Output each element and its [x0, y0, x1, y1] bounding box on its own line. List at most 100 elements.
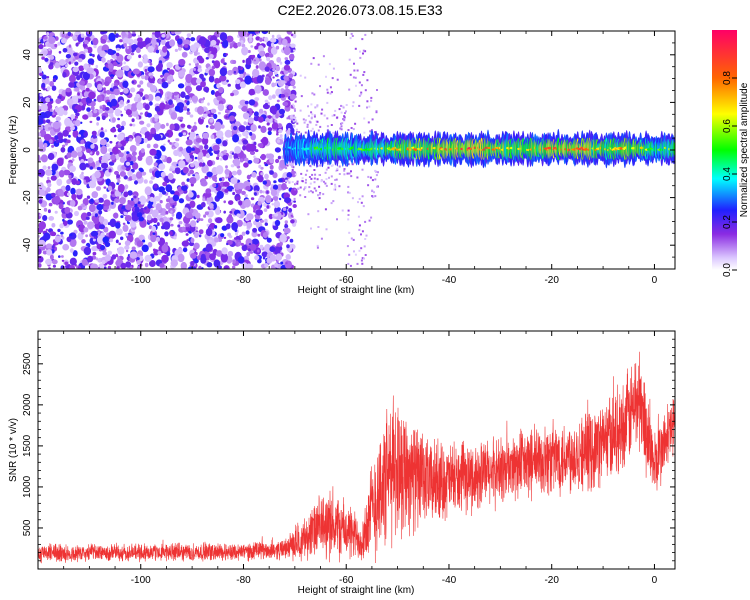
heatmap-cell [134, 206, 140, 213]
heatmap-cell [296, 122, 299, 125]
heatmap-cell [215, 250, 223, 257]
heatmap-cell [279, 246, 283, 251]
heatmap-cell [146, 143, 151, 149]
heatmap-cell [210, 134, 215, 139]
heatmap-cell [317, 138, 320, 141]
heatmap-cell [119, 99, 124, 105]
heatmap-cell [315, 123, 318, 126]
heatmap-cell [354, 253, 357, 256]
y-tick-label: -40 [22, 238, 33, 253]
heatmap-cell [233, 153, 239, 160]
heatmap-cell [76, 180, 80, 185]
heatmap-cell [364, 50, 367, 53]
heatmap-cell [38, 132, 41, 137]
heatmap-cell [328, 63, 331, 66]
heatmap-cell [131, 246, 136, 251]
heatmap-cell [45, 258, 53, 265]
heatmap-cell [62, 144, 66, 148]
heatmap-cell [357, 201, 359, 204]
heatmap-cell [57, 228, 61, 233]
heatmap-cell [213, 113, 218, 119]
heatmap-cell [286, 172, 293, 178]
heatmap-cell [286, 117, 289, 120]
heatmap-cell [213, 121, 222, 131]
heatmap-cell [291, 165, 294, 168]
heatmap-cell [296, 182, 299, 185]
heatmap-cell [43, 207, 48, 212]
heatmap-cell [361, 262, 364, 265]
heatmap-cell [106, 101, 111, 106]
heatmap-cell [171, 213, 175, 217]
heatmap-cell [120, 146, 125, 151]
heatmap-cell [74, 119, 81, 127]
heatmap-cell [107, 62, 114, 69]
heatmap-cell [144, 68, 148, 73]
heatmap-cell [224, 168, 230, 175]
heatmap-cell [62, 129, 69, 137]
heatmap-cell [116, 47, 121, 52]
heatmap-cell [289, 93, 296, 100]
heatmap-cell [205, 125, 209, 128]
heatmap-cell [101, 162, 109, 169]
heatmap-cell [272, 76, 275, 79]
heatmap-cell [42, 215, 48, 221]
heatmap-cell [110, 98, 118, 107]
heatmap-cell [206, 201, 211, 205]
heatmap-cell [292, 204, 297, 208]
heatmap-cell [191, 147, 195, 151]
heatmap-cell [270, 63, 277, 69]
heatmap-cell [317, 210, 320, 213]
heatmap-cell [45, 228, 49, 231]
heatmap-cell [358, 104, 361, 107]
heatmap-cell [195, 226, 199, 230]
heatmap-cell [269, 170, 274, 175]
heatmap-cell [173, 96, 177, 101]
heatmap-cell [182, 132, 187, 136]
heatmap-cell [118, 152, 124, 158]
heatmap-cell [306, 169, 309, 172]
heatmap-cell [292, 33, 297, 39]
heatmap-cell [308, 120, 311, 123]
heatmap-cell [104, 129, 108, 133]
heatmap-cell [308, 186, 311, 189]
heatmap-cell [272, 67, 276, 72]
heatmap-cell [358, 249, 361, 252]
heatmap-cell [340, 122, 342, 125]
heatmap-cell [154, 118, 158, 122]
heatmap-cell [247, 31, 255, 34]
heatmap-cell [144, 262, 149, 268]
heatmap-cell [84, 176, 90, 181]
heatmap-cell [38, 263, 42, 268]
heatmap-cell [343, 169, 346, 172]
heatmap-cell [319, 192, 322, 194]
heatmap-cell [169, 141, 172, 145]
heatmap-cell [88, 180, 97, 189]
heatmap-cell [125, 161, 131, 166]
heatmap-cell [274, 71, 278, 75]
heatmap-cell [182, 247, 188, 253]
heatmap-cell [343, 117, 346, 120]
heatmap-cell [100, 127, 104, 131]
heatmap-cell [300, 172, 303, 175]
heatmap-cell [144, 207, 147, 210]
heatmap-cell [216, 190, 224, 199]
heatmap-cell [209, 253, 216, 261]
heatmap-cell [176, 211, 183, 220]
heatmap-cell [125, 249, 129, 253]
heatmap-cell [95, 186, 102, 191]
heatmap-cell [136, 260, 141, 265]
heatmap-cell [336, 78, 339, 81]
heatmap-cell [189, 155, 194, 159]
heatmap-cell [110, 76, 114, 79]
heatmap-cell [229, 154, 233, 159]
heatmap-cell [155, 64, 163, 72]
heatmap-cell [75, 188, 83, 196]
heatmap-cell [234, 121, 241, 127]
heatmap-cell [253, 59, 257, 62]
heatmap-cell [302, 118, 305, 121]
heatmap-cell [290, 80, 295, 86]
heatmap-cell [272, 184, 279, 190]
heatmap-cell [50, 65, 53, 69]
heatmap-cell [348, 58, 351, 61]
heatmap-cell [89, 120, 93, 124]
